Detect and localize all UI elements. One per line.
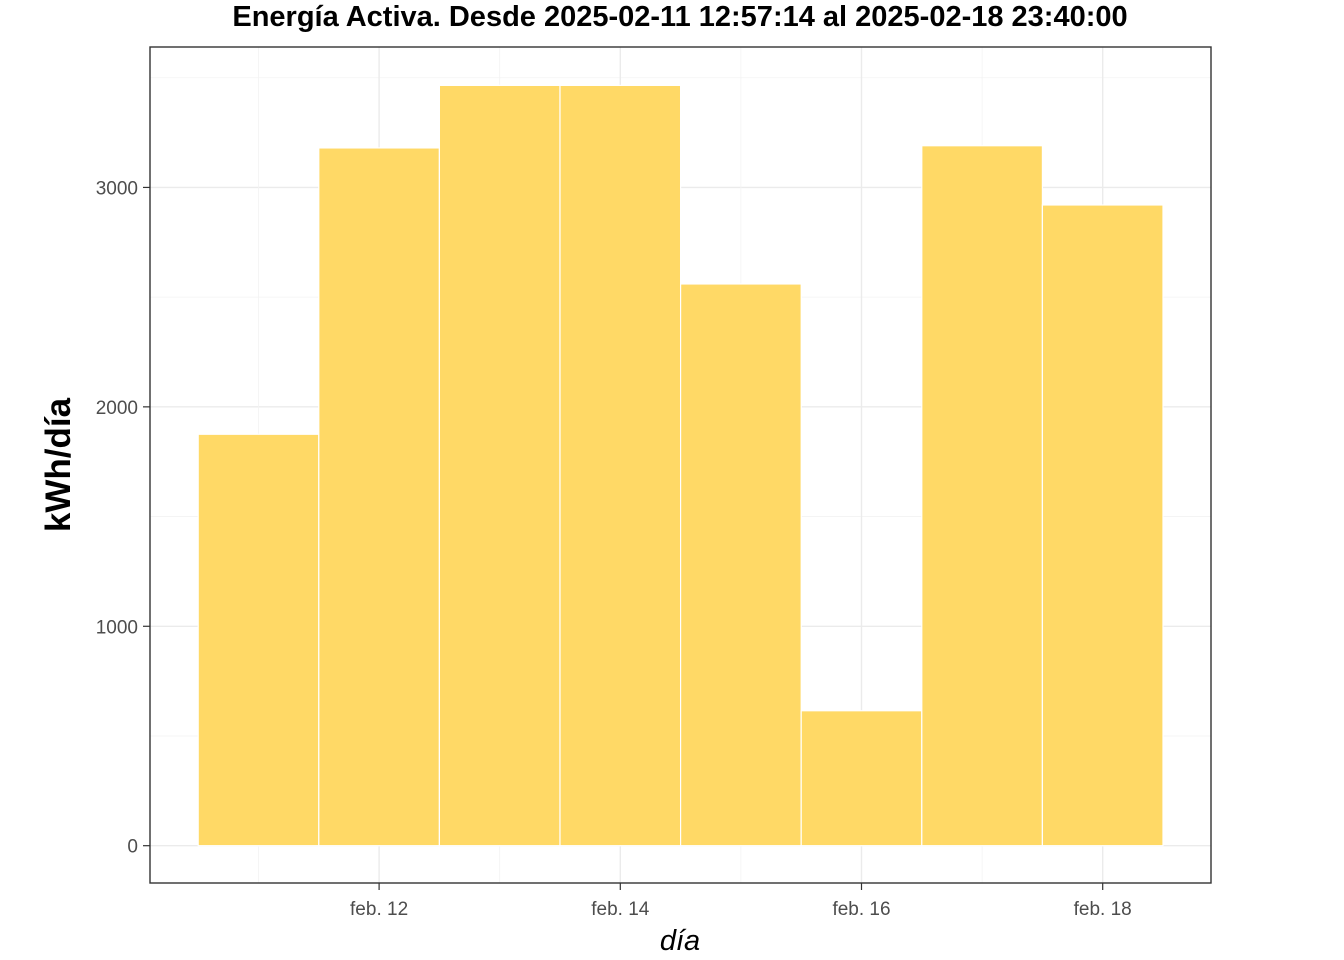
x-tick-label: feb. 16 xyxy=(832,899,890,920)
x-tick-label: feb. 18 xyxy=(1074,899,1132,920)
bar-2025-02-16 xyxy=(800,710,923,847)
y-tick-label: 2000 xyxy=(96,398,138,419)
panel-border xyxy=(149,46,1212,884)
bar-2025-02-15 xyxy=(679,283,802,847)
x-tick-label: feb. 14 xyxy=(591,899,650,920)
chart-title: Energía Activa. Desde 2025-02-11 12:57:1… xyxy=(232,1,1127,33)
y-tick-label: 3000 xyxy=(96,178,138,199)
y-tick-label: 1000 xyxy=(96,617,138,638)
bar-2025-02-18 xyxy=(1041,204,1164,847)
y-tick-label: 0 xyxy=(127,837,138,858)
bar-2025-02-11 xyxy=(197,433,320,847)
y-axis-label: kWh/día xyxy=(39,397,78,532)
y-axis: 0 1000 2000 3000 xyxy=(96,178,150,858)
bar-2025-02-12 xyxy=(318,147,440,847)
bar-2025-02-14 xyxy=(559,84,682,847)
x-axis: feb. 12 feb. 14 feb. 16 feb. 18 xyxy=(350,883,1132,920)
bar-series xyxy=(197,84,1164,847)
x-axis-label: día xyxy=(660,925,700,957)
bar-2025-02-13 xyxy=(438,84,561,847)
x-tick-label: feb. 12 xyxy=(350,899,408,920)
bar-2025-02-17 xyxy=(921,145,1043,847)
